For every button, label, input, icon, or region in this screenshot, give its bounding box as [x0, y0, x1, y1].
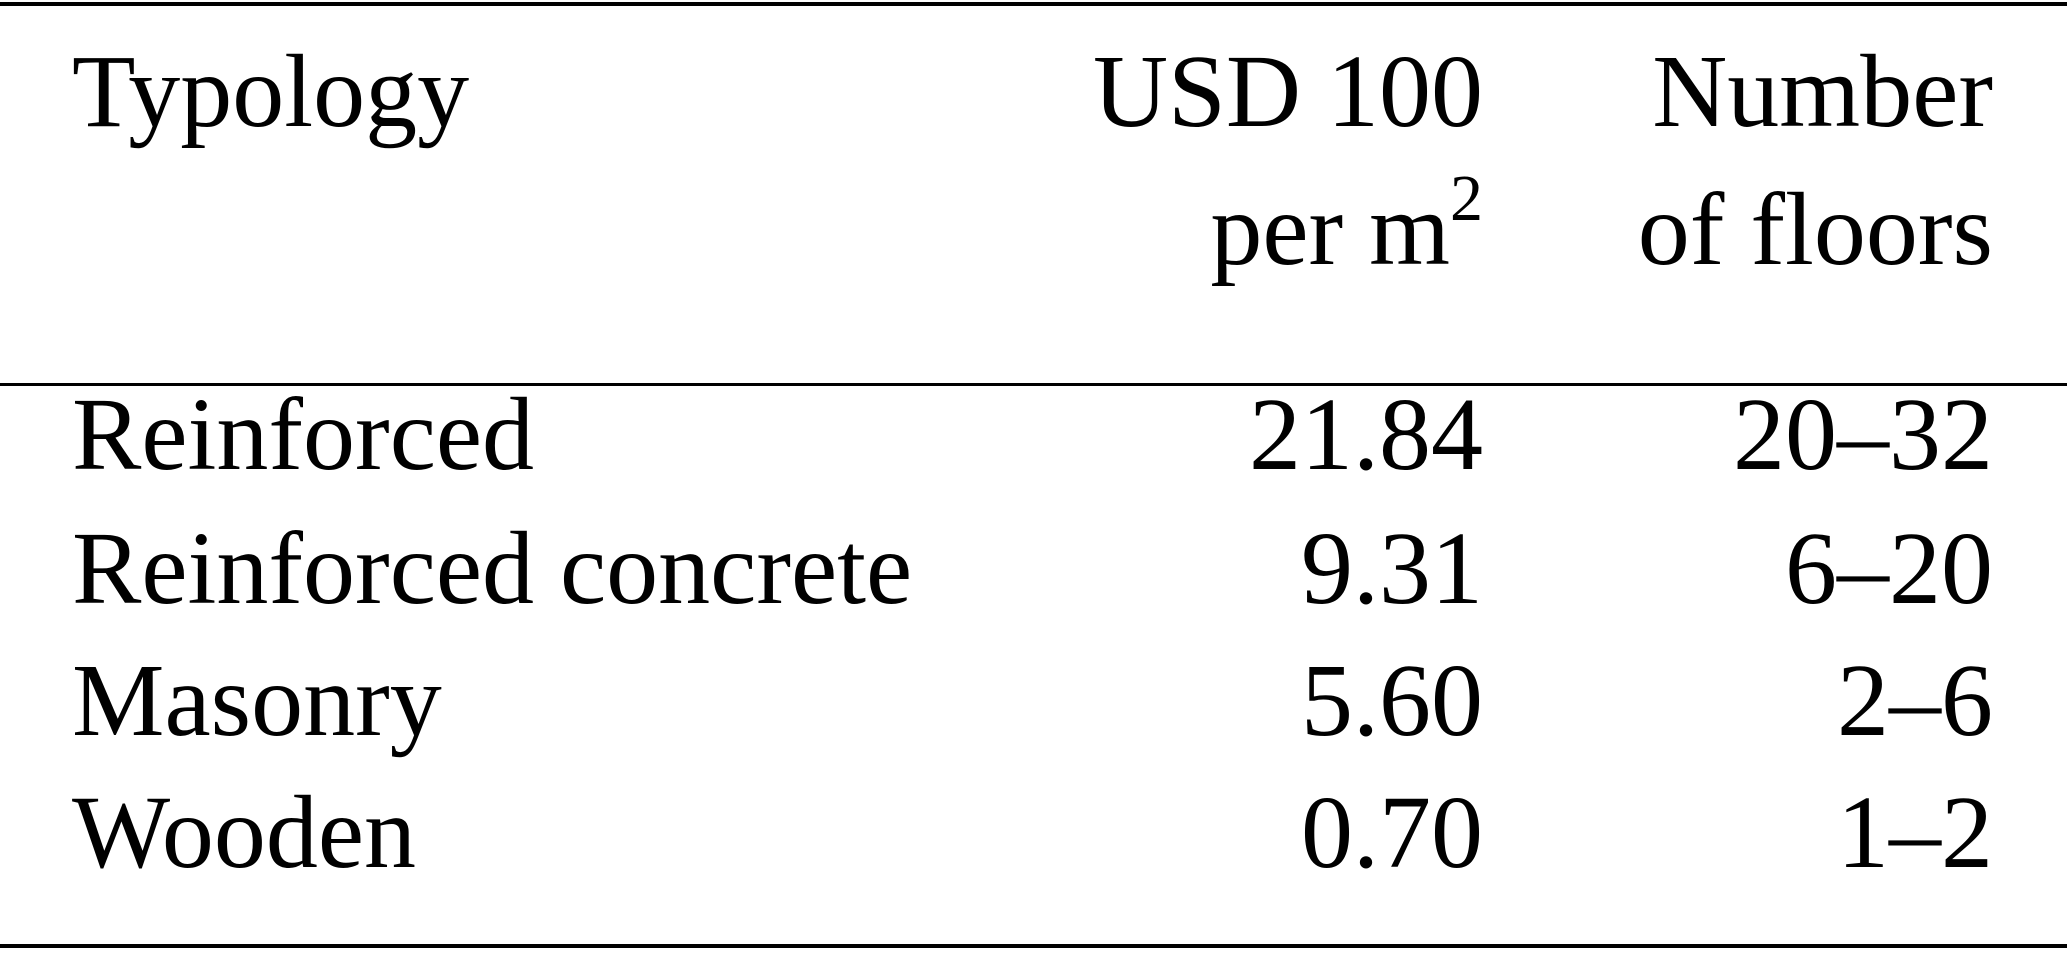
- cell-typology: Reinforced concrete: [72, 511, 913, 626]
- cell-typology: Reinforced: [72, 377, 535, 492]
- header-row-1: Typology USD 100 Number: [0, 26, 2067, 158]
- header-floors-line2: of floors: [1637, 172, 1993, 287]
- header-cost-unit: per m2: [1210, 162, 1483, 288]
- cell-typology: Wooden: [72, 775, 416, 890]
- table-row: Reinforced concrete 9.31 6–20: [0, 503, 2067, 635]
- mid-rule: [0, 383, 2067, 386]
- cell-cost: 9.31: [1301, 511, 1483, 626]
- cell-floors: 20–32: [1733, 377, 1993, 492]
- header-cost: USD 100: [1092, 34, 1483, 149]
- bottom-rule: [0, 944, 2067, 948]
- cell-cost: 0.70: [1301, 775, 1483, 890]
- header-floors: Number: [1652, 34, 1993, 149]
- cell-floors: 6–20: [1785, 511, 1993, 626]
- cell-cost: 5.60: [1301, 643, 1483, 758]
- table-row: Reinforced 21.84 20–32: [0, 369, 2067, 501]
- cell-typology: Masonry: [72, 643, 442, 758]
- cell-cost: 21.84: [1249, 377, 1483, 492]
- cell-floors: 1–2: [1837, 775, 1993, 890]
- table-row: Wooden 0.70 1–2: [0, 767, 2067, 899]
- top-rule: [0, 2, 2067, 6]
- table-row: Masonry 5.60 2–6: [0, 635, 2067, 767]
- header-typology: Typology: [72, 34, 470, 149]
- cell-floors: 2–6: [1837, 643, 1993, 758]
- header-row-2: per m2 of floors: [0, 164, 2067, 296]
